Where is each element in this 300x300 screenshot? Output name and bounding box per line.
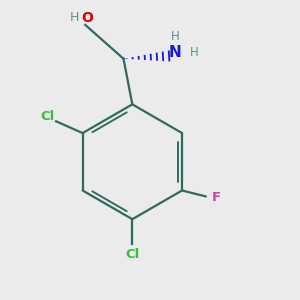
Text: Cl: Cl bbox=[125, 248, 140, 261]
Text: N: N bbox=[169, 45, 182, 60]
Text: H: H bbox=[69, 11, 79, 24]
Text: H: H bbox=[171, 30, 179, 43]
Text: Cl: Cl bbox=[40, 110, 54, 123]
Text: H: H bbox=[190, 46, 199, 59]
Text: F: F bbox=[212, 191, 220, 204]
Text: O: O bbox=[81, 11, 93, 25]
